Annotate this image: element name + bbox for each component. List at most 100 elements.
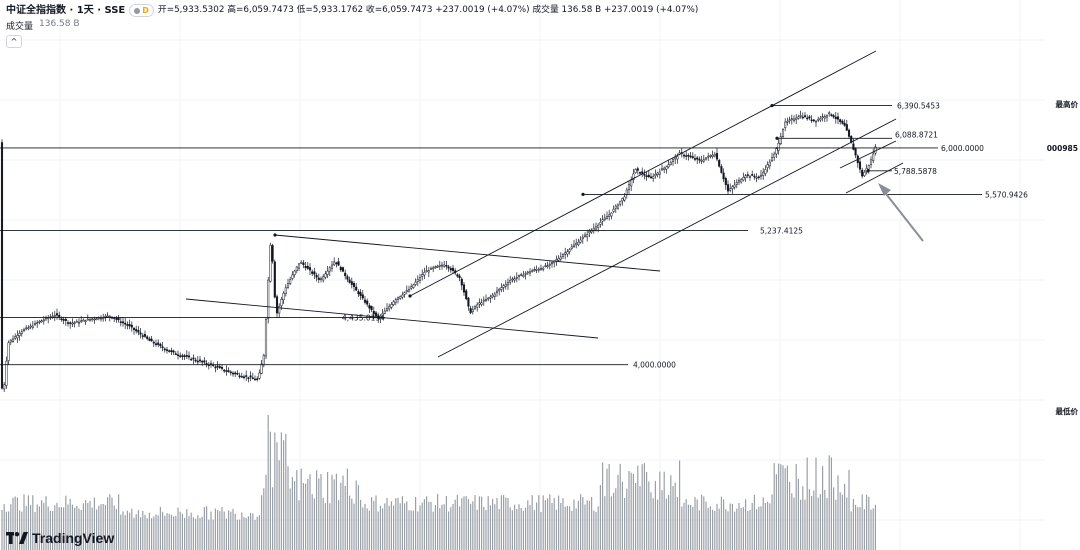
- volume-bar: [657, 499, 659, 550]
- candle-body: [480, 302, 483, 305]
- candle-body: [790, 118, 793, 121]
- volume-bar: [626, 488, 628, 550]
- candle-body: [104, 315, 107, 318]
- volume-bar: [492, 498, 494, 550]
- interval-pill[interactable]: D: [129, 4, 154, 17]
- volume-bar: [705, 501, 707, 550]
- candle-body: [258, 372, 261, 379]
- volume-bar: [771, 494, 773, 550]
- candle-body: [179, 355, 182, 357]
- volume-bar: [751, 502, 753, 550]
- volume-bar: [591, 496, 593, 550]
- volume-bar: [450, 507, 452, 550]
- candle-body: [388, 306, 391, 310]
- candle-body: [460, 278, 463, 286]
- volume-bar: [267, 415, 269, 550]
- candle-body: [546, 265, 549, 268]
- candle-body: [236, 372, 239, 375]
- candle-body: [729, 188, 732, 191]
- volume-bar: [287, 466, 289, 550]
- candle-body: [471, 309, 474, 313]
- volume-bar: [214, 508, 216, 550]
- volume-bar: [256, 516, 258, 550]
- symbol-title[interactable]: 中证全指指数 · 1天 · SSE: [6, 5, 126, 16]
- candle-body: [832, 115, 835, 118]
- collapse-chevron-icon[interactable]: ^: [6, 35, 22, 48]
- candle-body: [319, 278, 323, 280]
- candle-body: [704, 157, 708, 160]
- volume-bar: [461, 498, 463, 550]
- candle-body: [731, 186, 734, 189]
- candle-body: [370, 306, 373, 311]
- volume-bar: [725, 509, 727, 550]
- volume-bar: [111, 497, 113, 550]
- candle-body: [88, 318, 92, 321]
- volume-bar: [322, 497, 324, 550]
- volume-bar: [731, 503, 733, 550]
- candle-body: [700, 160, 703, 162]
- volume-bar: [366, 508, 368, 550]
- volume-bar: [635, 483, 637, 550]
- candle-body: [267, 279, 270, 319]
- volume-bar: [795, 463, 797, 550]
- candle-body: [636, 168, 639, 171]
- volume-bar: [300, 468, 302, 550]
- candle-body: [346, 276, 349, 280]
- mini-channel-upper: [839, 140, 897, 169]
- candle-body: [737, 180, 741, 183]
- volume-bar: [839, 492, 841, 550]
- candle-body: [506, 282, 510, 286]
- volume-bar: [511, 510, 513, 550]
- volume-bar: [674, 482, 676, 550]
- candle-body: [482, 299, 485, 302]
- volume-bar: [269, 431, 271, 550]
- volume-bar: [687, 504, 689, 550]
- volume-bar: [621, 481, 623, 550]
- candle-body: [599, 222, 602, 225]
- candle-body: [256, 378, 259, 380]
- volume-bar: [223, 511, 225, 550]
- volume-bar: [142, 510, 144, 550]
- tradingview-logo[interactable]: TradingView: [6, 530, 114, 546]
- volume-bar: [859, 507, 861, 550]
- candle-body: [282, 292, 285, 301]
- volume-bar: [168, 513, 170, 550]
- volume-bar: [80, 509, 82, 550]
- candle-body: [577, 242, 580, 245]
- candle-body: [603, 217, 606, 220]
- candle-body: [93, 318, 96, 321]
- volume-bar: [247, 516, 249, 550]
- volume-bar: [547, 498, 549, 550]
- volume-bar: [230, 511, 232, 550]
- trend-lines[interactable]: [0, 50, 982, 366]
- candle-body: [817, 118, 820, 121]
- volume-bar: [575, 508, 577, 550]
- candle-body: [84, 320, 87, 323]
- volume-bar: [683, 502, 685, 550]
- price-label-63905453: 6,390.5453: [897, 102, 940, 111]
- volume-legend[interactable]: 成交量 136.58 B: [6, 19, 80, 32]
- candle-body: [216, 365, 219, 368]
- candle-body: [322, 276, 325, 281]
- volume-bar: [670, 475, 672, 550]
- volume-bar: [509, 507, 511, 550]
- candle-body: [427, 270, 430, 273]
- volume-bar: [841, 494, 843, 550]
- volume-bar: [813, 490, 815, 550]
- volume-bar: [560, 502, 562, 550]
- candle-body: [357, 291, 360, 295]
- volume-bar: [663, 471, 665, 550]
- candle-body: [273, 261, 276, 298]
- candle-body: [401, 294, 404, 298]
- volume-bar: [250, 512, 252, 550]
- candle-body: [284, 287, 287, 295]
- volume-bar: [344, 485, 346, 550]
- candle-body: [570, 246, 573, 249]
- candle-body: [295, 266, 298, 271]
- volume-bar: [8, 511, 10, 550]
- volume-bar: [833, 487, 835, 550]
- candle-body: [227, 370, 230, 372]
- volume-bar: [478, 496, 480, 550]
- candle-body: [95, 318, 98, 320]
